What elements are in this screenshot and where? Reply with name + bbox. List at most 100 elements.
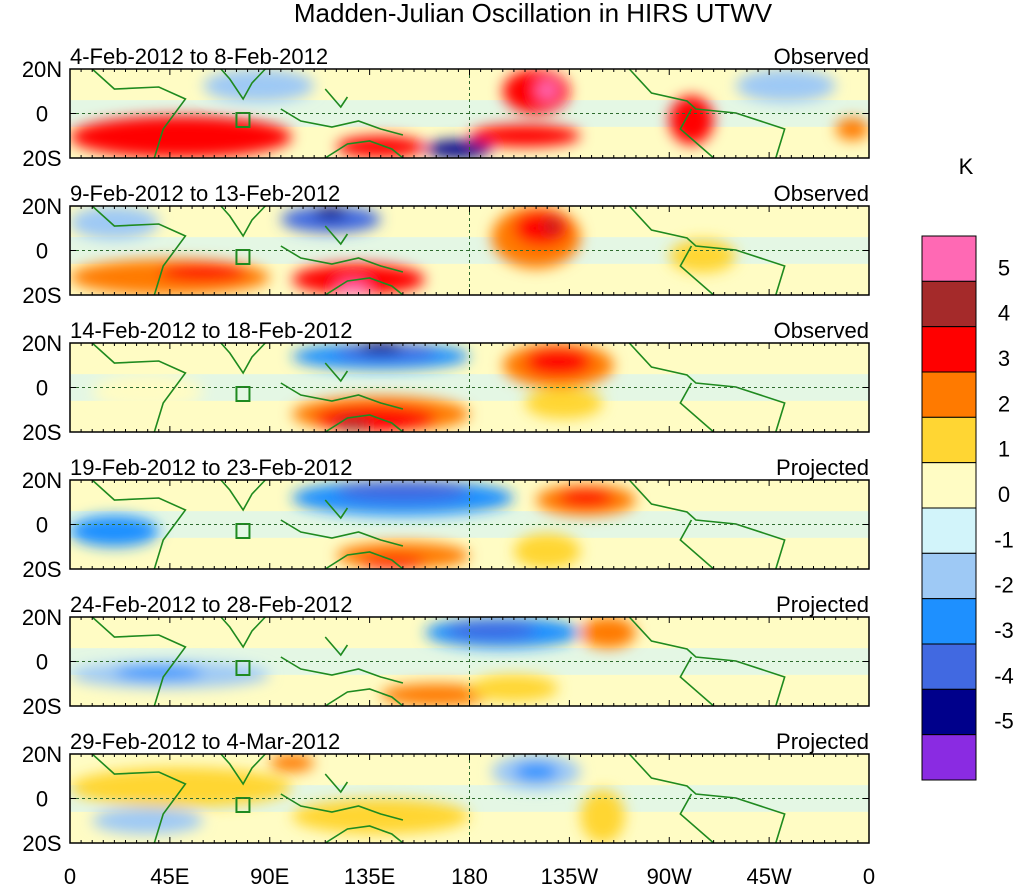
anomaly-blob [544,219,561,233]
anomaly-blob [336,135,426,158]
anomaly-blob [92,807,204,835]
colorbar-swatch [921,371,977,418]
lon-label: 90W [647,864,692,887]
anomaly-blob [336,281,370,295]
anomaly-blob [669,95,714,145]
lon-label: 135W [541,864,599,887]
panel-status: Projected [776,455,869,480]
lat-label: 0 [36,787,48,812]
colorbar-swatch [921,416,977,464]
panel-status: Observed [774,318,869,343]
panel-date-range: 24-Feb-2012 to 28-Feb-2012 [70,592,353,617]
lat-label: 20N [22,605,62,630]
anomaly-blob [314,206,348,220]
colorbar-swatch [921,280,977,328]
anomaly-blob [513,533,581,569]
panel-status: Projected [776,729,869,754]
anomaly-blob [92,374,204,410]
lat-label: 20S [22,557,61,582]
anomaly-blob [669,239,736,273]
colorbar-label: -3 [994,618,1014,643]
coastlines [91,69,786,158]
anomaly-blob [70,115,292,158]
lon-label: 135E [344,864,395,887]
panel-status: Projected [776,592,869,617]
coastlines [91,754,786,843]
panel-status: Observed [774,44,869,69]
panel-date-range: 19-Feb-2012 to 23-Feb-2012 [70,455,353,480]
colorbar-swatch [921,598,977,645]
anomaly-blob [269,754,315,772]
anomaly-blob [580,789,625,843]
anomaly-blob [580,617,636,649]
panel-date-range: 4-Feb-2012 to 8-Feb-2012 [70,44,328,69]
colorbar: K 5 4 3 2 1 0 -1 -2 -3 -4 -5 [921,154,1014,781]
colorbar-label: 1 [998,437,1010,462]
colorbar-label: -5 [994,709,1014,734]
coastlines [91,343,786,432]
lat-label: 20S [22,831,61,856]
lat-label: 0 [36,513,48,538]
lon-label: 0 [64,864,76,887]
anomaly-blob [70,515,159,547]
map-panel: 4-Feb-2012 to 8-Feb-2012 Observed 20N 0 20S [22,44,870,171]
lat-label: 20N [22,331,62,356]
anomaly-blob [502,69,570,114]
lon-label: 0 [863,864,875,887]
lon-label: 90E [250,864,289,887]
anomaly-blob [469,124,581,147]
colorbar-swatch [921,507,977,554]
region-box [235,249,251,265]
anomaly-blob [70,206,159,240]
lat-label: 20N [22,57,62,82]
colorbar-swatch [921,643,977,690]
anomaly-blob [158,263,248,282]
lon-label: 45E [150,864,189,887]
region-box [235,523,251,539]
colorbar-label: 0 [998,482,1010,507]
figure-title: Madden-Julian Oscillation in HIRS UTWV [294,0,773,28]
colorbar-label: -2 [994,573,1014,598]
lat-label: 20S [22,146,61,171]
colorbar-label: -1 [994,527,1014,552]
colorbar-swatch [921,552,977,600]
anomaly-blob [513,762,559,781]
anomaly-blob [425,140,492,158]
anomaly-blob [70,767,292,808]
lat-label: 20N [22,194,62,219]
map-panel: 14-Feb-2012 to 18-Feb-2012 Observed 20N 0 20… [22,318,870,445]
lon-label: 180 [451,864,488,887]
coastlines [91,480,786,569]
panel-date-range: 29-Feb-2012 to 4-Mar-2012 [70,729,340,754]
map-panel: 29-Feb-2012 to 4-Mar-2012 Projected 20N 0 20… [22,729,870,856]
lat-label: 0 [36,102,48,127]
lat-label: 20S [22,283,61,308]
anomaly-blob [447,621,537,640]
region-box [235,797,251,813]
anomaly-blob [280,206,381,233]
lat-label: 20N [22,742,62,767]
coastlines [91,206,786,295]
region-box [235,112,251,128]
anomaly-blob [835,117,869,141]
map-panel: 24-Feb-2012 to 28-Feb-2012 Projected 20N 0 2… [22,592,870,719]
anomaly-blob [291,798,470,835]
coastlines [91,617,786,706]
colorbar-swatch [921,462,977,509]
colorbar-swatch [921,734,977,781]
lat-label: 20S [22,420,61,445]
lat-label: 20N [22,468,62,493]
colorbar-label: 4 [998,301,1010,326]
anomaly-blob [380,683,492,706]
panel-date-range: 14-Feb-2012 to 18-Feb-2012 [70,318,353,343]
colorbar-label: 5 [998,255,1010,280]
anomaly-blob [735,69,836,103]
map-panel: 9-Feb-2012 to 13-Feb-2012 Observed 20N 0 20S [22,181,870,308]
anomaly-blob [358,555,426,569]
anomaly-blob [336,418,370,432]
colorbar-swatch [921,326,977,373]
colorbar-label: -4 [994,663,1014,688]
map-panel: 19-Feb-2012 to 23-Feb-2012 Projected 20N 0 2… [22,455,870,582]
anomaly-blob [558,488,614,507]
